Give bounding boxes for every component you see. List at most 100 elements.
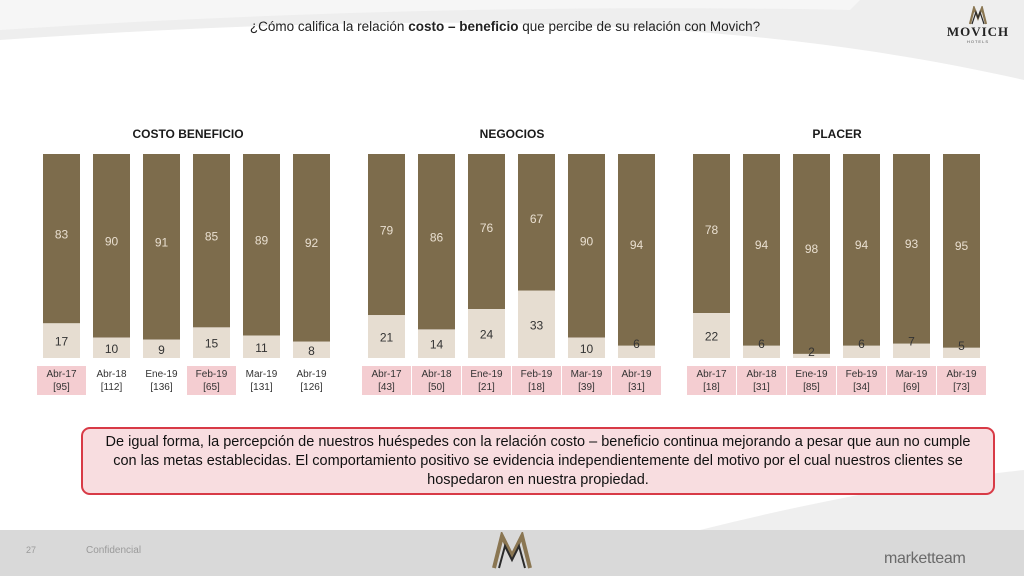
base-label-0-0: [95] <box>53 382 70 393</box>
category-highlight-1-0 <box>362 366 411 395</box>
category-highlight-1-2 <box>462 366 511 395</box>
category-label-0-0: Abr-17 <box>46 369 76 380</box>
bar-positive-1-3 <box>518 154 555 291</box>
bar-negative-1-3 <box>518 290 555 358</box>
base-label-2-2: [85] <box>803 382 820 393</box>
base-label-0-4: [131] <box>250 382 272 393</box>
brand-subtitle: HOTELS <box>966 39 989 44</box>
data-label-negative-2-3: 6 <box>858 337 865 351</box>
category-label-0-2: Ene-19 <box>145 369 178 380</box>
data-label-negative-2-4: 7 <box>908 335 915 349</box>
bar-positive-0-3 <box>193 154 230 328</box>
category-highlight-0-0 <box>37 366 86 395</box>
bar-positive-1-4 <box>568 154 605 338</box>
data-label-positive-0-5: 92 <box>305 236 319 250</box>
agency-logo: marketteam <box>884 550 966 567</box>
bar-positive-2-5 <box>943 154 980 348</box>
category-highlight-2-4 <box>887 366 936 395</box>
bar-positive-2-4 <box>893 154 930 344</box>
bar-positive-1-1 <box>418 154 455 330</box>
bar-positive-0-4 <box>243 154 280 336</box>
data-label-positive-2-5: 95 <box>955 239 969 253</box>
question-title: ¿Cómo califica la relación costo – benef… <box>240 18 770 35</box>
bar-positive-0-5 <box>293 154 330 342</box>
base-label-2-1: [31] <box>753 382 770 393</box>
category-label-2-5: Abr-19 <box>946 369 976 380</box>
bar-positive-1-0 <box>368 154 405 316</box>
category-label-0-1: Abr-18 <box>96 369 126 380</box>
bar-negative-1-5 <box>618 345 655 358</box>
data-label-positive-0-4: 89 <box>255 233 269 247</box>
chart-title-negocios: NEGOCIOS <box>479 127 545 141</box>
bar-negative-0-4 <box>243 335 280 358</box>
data-label-negative-1-1: 14 <box>430 338 444 352</box>
brand-logo: MOVICH HOTELS <box>938 6 1018 44</box>
base-label-1-1: [50] <box>428 382 445 393</box>
bar-negative-0-3 <box>193 327 230 358</box>
insight-callout: De igual forma, la percepción de nuestro… <box>81 427 995 495</box>
data-label-positive-2-4: 93 <box>905 237 919 251</box>
data-label-negative-1-4: 10 <box>580 342 594 356</box>
data-label-positive-2-3: 94 <box>855 238 869 252</box>
data-label-positive-0-0: 83 <box>55 228 69 242</box>
base-label-1-5: [31] <box>628 382 645 393</box>
base-label-1-2: [21] <box>478 382 495 393</box>
category-highlight-2-3 <box>837 366 886 395</box>
base-label-2-3: [34] <box>853 382 870 393</box>
data-label-negative-0-3: 15 <box>205 337 219 351</box>
data-label-positive-0-2: 91 <box>155 235 169 249</box>
bar-negative-2-5 <box>943 347 980 358</box>
base-label-0-1: [112] <box>101 382 123 393</box>
category-highlight-1-1 <box>412 366 461 395</box>
bar-positive-2-2 <box>793 154 830 354</box>
bar-negative-1-1 <box>418 329 455 358</box>
category-label-0-5: Abr-19 <box>296 369 326 380</box>
data-label-positive-1-3: 67 <box>530 212 544 226</box>
category-label-1-0: Abr-17 <box>371 369 401 380</box>
bar-negative-0-5 <box>293 341 330 358</box>
base-label-1-3: [18] <box>528 382 545 393</box>
category-label-1-1: Abr-18 <box>421 369 451 380</box>
bar-negative-2-0 <box>693 313 730 358</box>
category-highlight-1-5 <box>612 366 661 395</box>
category-label-1-4: Mar-19 <box>571 369 603 380</box>
category-highlight-1-3 <box>512 366 561 395</box>
data-label-negative-0-2: 9 <box>158 343 165 357</box>
stacked-bar-charts: 83 17 Abr-17 [95] 90 10 Abr-18 [112] 91 9 Ene-19 [1… <box>37 154 986 395</box>
data-label-negative-2-0: 22 <box>705 330 719 344</box>
bar-negative-1-2 <box>468 309 505 358</box>
data-label-positive-1-2: 76 <box>480 221 494 235</box>
bar-positive-0-2 <box>143 154 180 340</box>
category-label-2-4: Mar-19 <box>896 369 928 380</box>
category-label-1-2: Ene-19 <box>470 369 503 380</box>
bar-negative-2-3 <box>843 345 880 358</box>
bar-positive-1-2 <box>468 154 505 310</box>
category-label-0-4: Mar-19 <box>246 369 278 380</box>
data-label-negative-2-1: 6 <box>758 337 765 351</box>
data-label-negative-1-0: 21 <box>380 331 394 345</box>
base-label-2-4: [69] <box>903 382 920 393</box>
category-label-2-0: Abr-17 <box>696 369 726 380</box>
data-label-negative-2-5: 5 <box>958 339 965 353</box>
category-label-2-1: Abr-18 <box>746 369 776 380</box>
bar-positive-1-5 <box>618 154 655 346</box>
question-suffix: que percibe de su relación con Movich? <box>518 19 761 34</box>
base-label-1-0: [43] <box>378 382 395 393</box>
category-highlight-2-5 <box>937 366 986 395</box>
data-label-positive-0-1: 90 <box>105 234 119 248</box>
base-label-0-5: [126] <box>300 382 322 393</box>
data-label-positive-1-5: 94 <box>630 238 644 252</box>
category-label-1-5: Abr-19 <box>621 369 651 380</box>
base-label-0-2: [136] <box>150 382 172 393</box>
category-highlight-2-2 <box>787 366 836 395</box>
category-label-2-3: Feb-19 <box>846 369 878 380</box>
data-label-positive-2-1: 94 <box>755 238 769 252</box>
category-label-2-2: Ene-19 <box>795 369 828 380</box>
movich-footer-logo-icon <box>492 532 532 569</box>
movich-monogram-icon <box>968 6 988 25</box>
page-number: 27 <box>26 545 37 555</box>
category-highlight-0-3 <box>187 366 236 395</box>
bar-positive-2-1 <box>743 154 780 346</box>
bar-negative-2-2 <box>793 353 830 358</box>
bar-positive-0-0 <box>43 154 80 324</box>
